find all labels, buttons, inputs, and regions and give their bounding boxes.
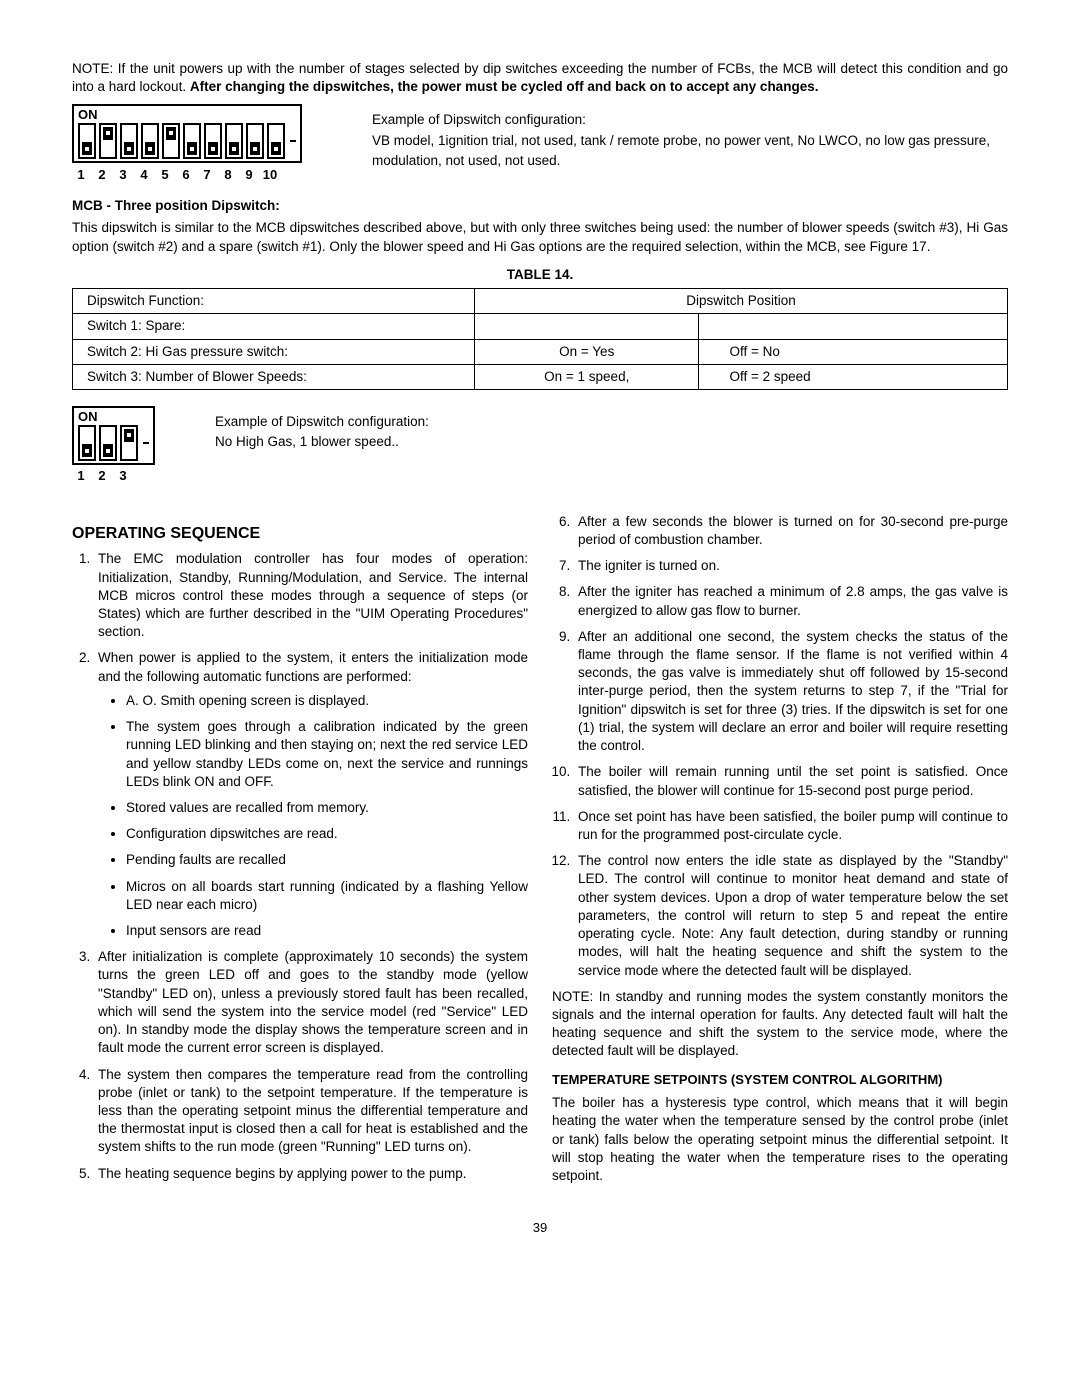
table14-title: TABLE 14.: [72, 266, 1008, 284]
note-paragraph: NOTE: If the unit powers up with the num…: [72, 60, 1008, 96]
dip10-ex-line2: VB model, 1ignition trial, not used, tan…: [372, 131, 1008, 172]
opseq-right-list: After a few seconds the blower is turned…: [552, 513, 1008, 980]
switch-number: 9: [240, 166, 258, 184]
left-column: OPERATING SEQUENCE The EMC modulation co…: [72, 513, 528, 1191]
list-item: A. O. Smith opening screen is displayed.: [126, 692, 528, 710]
dip3-ex-line1: Example of Dipswitch configuration:: [215, 412, 429, 432]
mcb-subhead: MCB - Three position Dipswitch:: [72, 197, 1008, 215]
list-item: After the igniter has reached a minimum …: [574, 583, 1008, 619]
dipswitch: [183, 123, 201, 159]
right-column: After a few seconds the blower is turned…: [552, 513, 1008, 1191]
table14: Dipswitch Function: Dipswitch Position S…: [72, 288, 1008, 390]
switch-number: 5: [156, 166, 174, 184]
dipswitch10-box-wrap: ON 12345678910: [72, 104, 302, 183]
table-row: Switch 2: Hi Gas pressure switch: On = Y…: [73, 339, 1008, 364]
table-row: Switch 3: Number of Blower Speeds: On = …: [73, 364, 1008, 389]
dipswitch: [246, 123, 264, 159]
dip10-switch-row: [78, 123, 296, 159]
list-item: After initialization is complete (approx…: [94, 948, 528, 1057]
switch-number: 1: [72, 467, 90, 485]
dipswitch3-row: ON 123 Example of Dipswitch configuratio…: [72, 406, 1008, 485]
cell-on: On = Yes: [475, 339, 699, 364]
dip3-switch-row: [78, 425, 149, 461]
switch-number: 6: [177, 166, 195, 184]
dip3-numbers: 123: [72, 467, 155, 485]
dip3-ex-line2: No High Gas, 1 blower speed..: [215, 432, 429, 452]
dipswitch: [78, 123, 96, 159]
table-row: Dipswitch Function: Dipswitch Position: [73, 289, 1008, 314]
mcb-paragraph: This dipswitch is similar to the MCB dip…: [72, 219, 1008, 255]
list-item: The boiler will remain running until the…: [574, 763, 1008, 799]
cell-on: [475, 314, 699, 339]
cell-on: On = 1 speed,: [475, 364, 699, 389]
list-item: Pending faults are recalled: [126, 851, 528, 869]
dip3-on-label: ON: [78, 410, 149, 423]
opseq-left-list: The EMC modulation controller has four m…: [72, 550, 528, 1183]
dip10-ex-line1: Example of Dipswitch configuration:: [372, 110, 1008, 130]
list-item-text: When power is applied to the system, it …: [98, 650, 528, 683]
list-item: The system then compares the temperature…: [94, 1066, 528, 1157]
dipswitch: [99, 123, 117, 159]
cell-off: Off = No: [699, 339, 1008, 364]
dipswitch3-box-wrap: ON 123: [72, 406, 155, 485]
dash-icon: [143, 442, 149, 444]
switch-number: 10: [261, 166, 279, 184]
dipswitch: [162, 123, 180, 159]
switch-number: 4: [135, 166, 153, 184]
dipswitch10-row: ON 12345678910 Example of Dipswitch conf…: [72, 104, 1008, 183]
dipswitch: [78, 425, 96, 461]
switch-number: 2: [93, 166, 111, 184]
dipswitch: [120, 123, 138, 159]
list-item: Configuration dipswitches are read.: [126, 825, 528, 843]
list-item: When power is applied to the system, it …: [94, 649, 528, 940]
cell-func: Switch 1: Spare:: [73, 314, 475, 339]
dipswitch: [141, 123, 159, 159]
list-item: Micros on all boards start running (indi…: [126, 878, 528, 914]
list-item: The EMC modulation controller has four m…: [94, 550, 528, 641]
list-item: Input sensors are read: [126, 922, 528, 940]
operating-sequence-columns: OPERATING SEQUENCE The EMC modulation co…: [72, 513, 1008, 1191]
list-item: The control now enters the idle state as…: [574, 852, 1008, 980]
note-bold: After changing the dipswitches, the powe…: [190, 79, 819, 94]
opseq-title: OPERATING SEQUENCE: [72, 523, 528, 545]
algo-head: TEMPERATURE SETPOINTS (SYSTEM CONTROL AL…: [552, 1071, 1008, 1089]
sub-bullet-list: A. O. Smith opening screen is displayed.…: [98, 692, 528, 940]
dipswitch: [267, 123, 285, 159]
dipswitch: [225, 123, 243, 159]
table-row: Switch 1: Spare:: [73, 314, 1008, 339]
list-item: After an additional one second, the syst…: [574, 628, 1008, 756]
list-item: The igniter is turned on.: [574, 557, 1008, 575]
th-position: Dipswitch Position: [475, 289, 1008, 314]
dipswitch: [99, 425, 117, 461]
cell-func: Switch 3: Number of Blower Speeds:: [73, 364, 475, 389]
switch-number: 3: [114, 166, 132, 184]
page-number: 39: [72, 1219, 1008, 1237]
dip10-numbers: 12345678910: [72, 166, 302, 184]
dash-icon: [290, 140, 296, 142]
list-item: Once set point has have been satisfied, …: [574, 808, 1008, 844]
algo-para: The boiler has a hysteresis type control…: [552, 1094, 1008, 1185]
cell-func: Switch 2: Hi Gas pressure switch:: [73, 339, 475, 364]
dip10-example: Example of Dipswitch configuration: VB m…: [372, 104, 1008, 171]
list-item: The heating sequence begins by applying …: [94, 1165, 528, 1183]
list-item: The system goes through a calibration in…: [126, 718, 528, 791]
dip3-example: Example of Dipswitch configuration: No H…: [215, 406, 429, 453]
switch-number: 1: [72, 166, 90, 184]
switch-number: 8: [219, 166, 237, 184]
cell-off: [699, 314, 1008, 339]
dipswitch10-box: ON: [72, 104, 302, 163]
cell-off: Off = 2 speed: [699, 364, 1008, 389]
switch-number: 3: [114, 467, 132, 485]
th-function: Dipswitch Function:: [73, 289, 475, 314]
dipswitch3-box: ON: [72, 406, 155, 465]
dip10-on-label: ON: [78, 108, 296, 121]
dipswitch: [204, 123, 222, 159]
list-item: Stored values are recalled from memory.: [126, 799, 528, 817]
switch-number: 7: [198, 166, 216, 184]
switch-number: 2: [93, 467, 111, 485]
list-item: After a few seconds the blower is turned…: [574, 513, 1008, 549]
dipswitch: [120, 425, 138, 461]
right-note: NOTE: In standby and running modes the s…: [552, 988, 1008, 1061]
